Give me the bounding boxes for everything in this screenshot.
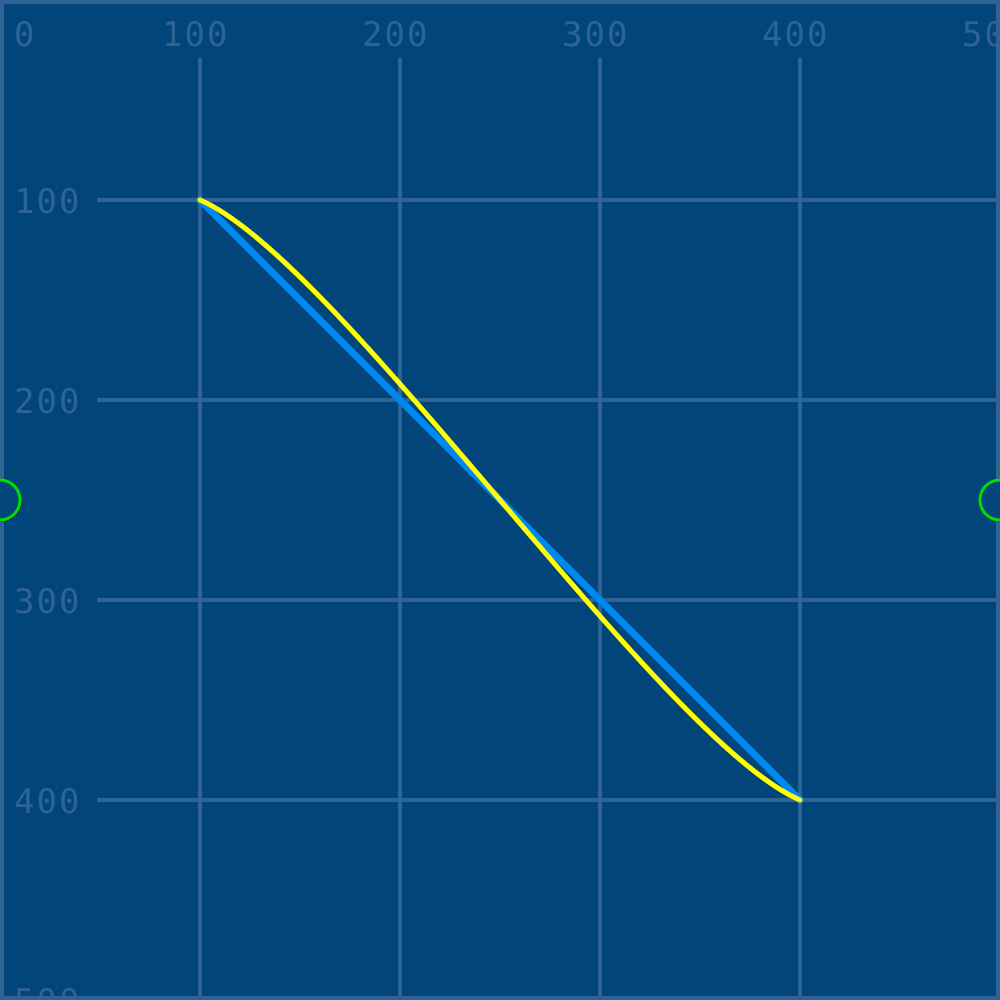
y-tick-label: 200 — [14, 382, 81, 422]
x-tick-label: 200 — [362, 15, 429, 55]
x-tick-label: 400 — [762, 15, 829, 55]
left-handle[interactable] — [0, 478, 22, 522]
axis-labels: 0 100 200 300 400 500 100 200 300 400 500 — [14, 15, 1000, 1000]
y-tick-label: 100 — [14, 182, 81, 222]
x-tick-label: 0 — [14, 15, 36, 55]
x-tick-label: 300 — [562, 15, 629, 55]
y-tick-label: 400 — [14, 782, 81, 822]
x-tick-label: 100 — [162, 15, 229, 55]
right-handle[interactable] — [978, 478, 1000, 522]
grid — [97, 58, 1000, 1000]
y-tick-label: 300 — [14, 582, 81, 622]
y-tick-label: 500 — [14, 982, 81, 1000]
x-tick-label: 500 — [962, 15, 1000, 55]
handles — [0, 478, 1000, 522]
bezier-curve[interactable] — [197, 197, 803, 803]
